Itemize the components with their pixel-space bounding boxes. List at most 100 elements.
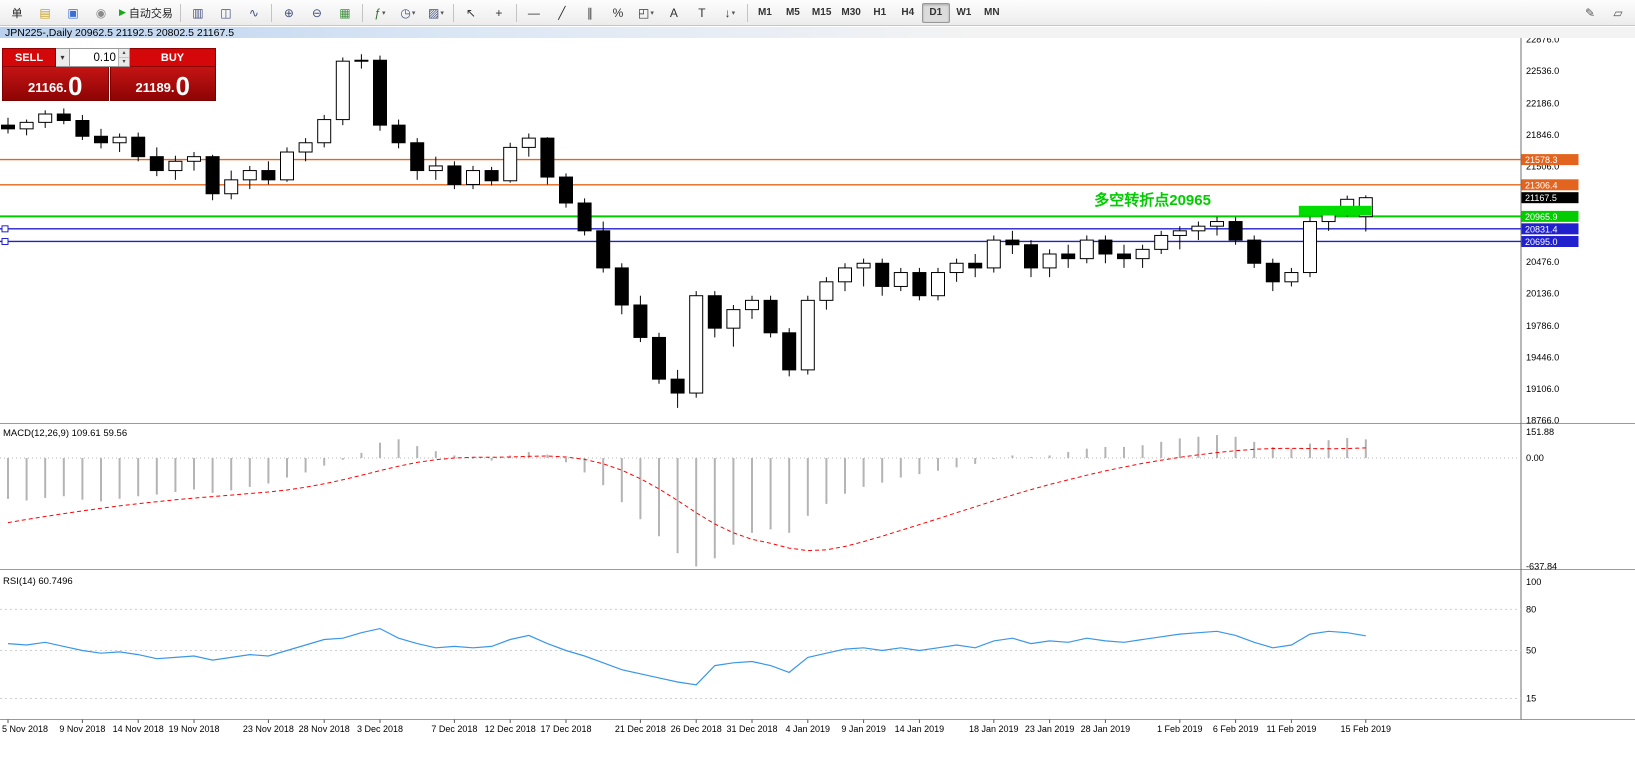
candle-body	[503, 146, 518, 182]
tile-windows-icon[interactable]: ▦	[331, 2, 359, 24]
level-handle[interactable]	[1, 237, 9, 245]
macd-histogram-bar	[565, 458, 567, 463]
chart-window-icon[interactable]: ▣	[59, 2, 87, 24]
candle-body	[1228, 221, 1243, 241]
candle-body	[652, 336, 666, 380]
candle-body	[838, 267, 852, 283]
new-order-icon[interactable]: ▤	[31, 2, 59, 24]
price-axis-label: 19446.0	[1526, 352, 1559, 362]
candle-body	[707, 295, 722, 329]
macd-histogram-bar	[490, 458, 493, 461]
candle-body	[94, 135, 108, 144]
price-tag	[1521, 223, 1579, 235]
rsi-line	[7, 627, 1366, 686]
volume-input[interactable]	[70, 49, 118, 66]
buy-button[interactable]: BUY	[130, 48, 216, 67]
timeframe-m15[interactable]: M15	[811, 7, 832, 18]
chart-annotation: 多空转折点20965	[1094, 191, 1211, 209]
volume-up-icon[interactable]: ▴	[118, 49, 129, 58]
macd-axis-label: 151.88	[1526, 427, 1554, 437]
macd-histogram-bar	[472, 458, 474, 459]
timeframe-h4[interactable]: H4	[901, 7, 915, 18]
rsi-axis-label: 100	[1526, 577, 1541, 587]
macd-histogram-bar	[881, 458, 884, 483]
trendline-icon[interactable]: ╱	[548, 2, 576, 24]
timeframe-mn[interactable]: MN	[984, 7, 1000, 18]
date-axis-label: 17 Dec 2018	[540, 724, 591, 734]
macd-axis-label: 0.00	[1526, 453, 1544, 463]
shapes-icon[interactable]: ◰ ▾	[632, 2, 660, 24]
macd-histogram-bar	[1141, 445, 1144, 458]
chart-canvas[interactable]: 多空转折点20965 22876.0 22536.0 22186.0 21846.0 21…	[0, 38, 1635, 770]
caret-down-icon: ▾	[650, 9, 654, 17]
indicators-icon[interactable]: ƒ ▾	[366, 2, 394, 24]
price-axis-label: 22876.0	[1526, 38, 1559, 44]
line-chart-icon[interactable]: ∿	[240, 2, 268, 24]
macd-histogram-bar	[1048, 455, 1051, 458]
zoom-in-icon[interactable]: ⊕	[275, 2, 303, 24]
template-icon[interactable]: ▨ ▾	[422, 2, 450, 24]
macd-histogram-bar	[248, 458, 251, 487]
timeframe-w1[interactable]: W1	[956, 7, 972, 18]
timeframe-h1[interactable]: H1	[873, 7, 887, 18]
one-click-trading-panel: SELL ▾ ▴ ▾ BUY 21166. 0 21189. 0	[2, 48, 216, 101]
timeframe-m1[interactable]: M1	[757, 7, 772, 18]
sell-button[interactable]: SELL	[2, 48, 56, 67]
macd-histogram-bar	[1123, 446, 1125, 458]
macd-histogram-bar	[1197, 436, 1200, 458]
macd-histogram-bar	[379, 442, 381, 458]
label-icon[interactable]: T	[688, 2, 716, 24]
order-button[interactable]: 单	[3, 2, 31, 24]
volume-down-icon[interactable]: ▾	[118, 58, 129, 66]
info-icon[interactable]: ◉	[87, 2, 115, 24]
candle-body	[577, 202, 592, 232]
candle-body	[1042, 253, 1057, 269]
period-icon[interactable]: ◷ ▾	[394, 2, 422, 24]
price-tag	[1521, 192, 1579, 204]
macd-histogram-bar	[844, 458, 846, 494]
volume-dropdown-icon[interactable]: ▾	[56, 48, 70, 67]
trendline-icon: ╱	[558, 5, 566, 20]
timeframe-m5[interactable]: M5	[785, 7, 800, 18]
candle-body	[726, 309, 741, 329]
macd-axis-label: -637.84	[1526, 561, 1557, 571]
candle-body	[763, 299, 778, 334]
hline-icon[interactable]: —	[520, 2, 548, 24]
layout-icon[interactable]: ▱	[1604, 2, 1632, 24]
date-axis-label: 4 Jan 2019	[786, 724, 831, 734]
autotrade-play-icon: ▶	[119, 7, 126, 17]
candle-body	[224, 179, 239, 195]
macd-histogram-bar	[1346, 437, 1349, 458]
candlestick-chart-icon[interactable]: ◫	[212, 2, 240, 24]
pencil-icon[interactable]: ✎	[1576, 2, 1604, 24]
volume-stepper[interactable]: ▴ ▾	[117, 49, 129, 66]
level-handle[interactable]	[1, 225, 9, 233]
bars-chart-icon[interactable]: ▥	[184, 2, 212, 24]
autotrade-button[interactable]: ▶ 自动交易	[115, 2, 177, 24]
candle-body	[205, 156, 220, 195]
fibonacci-icon[interactable]: %	[604, 2, 632, 24]
text-icon[interactable]: A	[660, 2, 688, 24]
channel-icon[interactable]: ∥	[576, 2, 604, 24]
candle-body	[745, 299, 759, 311]
sell-price-display[interactable]: 21166. 0	[2, 67, 109, 101]
caret-down-icon: ▾	[731, 9, 736, 17]
macd-histogram-bar	[211, 458, 214, 493]
arrows-icon[interactable]: ↓ ▾	[716, 2, 744, 24]
timeframe-m30[interactable]: M30	[841, 7, 861, 18]
zoom-out-icon[interactable]: ⊖	[303, 2, 331, 24]
price-tag	[1521, 210, 1579, 222]
crosshair-icon[interactable]: +	[485, 2, 513, 24]
buy-price-display[interactable]: 21189. 0	[109, 67, 216, 101]
highlight-zone[interactable]	[1298, 205, 1372, 216]
candle-body	[1247, 239, 1262, 264]
timeframe-d1[interactable]: D1	[921, 2, 950, 23]
date-axis-label: 12 Dec 2018	[485, 724, 536, 734]
macd-histogram-bar	[1234, 436, 1237, 458]
price-tag-label: 20831.4	[1525, 224, 1558, 234]
candle-body	[187, 156, 201, 162]
macd-histogram-bar	[1364, 439, 1367, 458]
macd-histogram-bar	[1290, 448, 1293, 458]
cursor-icon[interactable]: ↖	[457, 2, 485, 24]
candle-body	[335, 60, 350, 121]
